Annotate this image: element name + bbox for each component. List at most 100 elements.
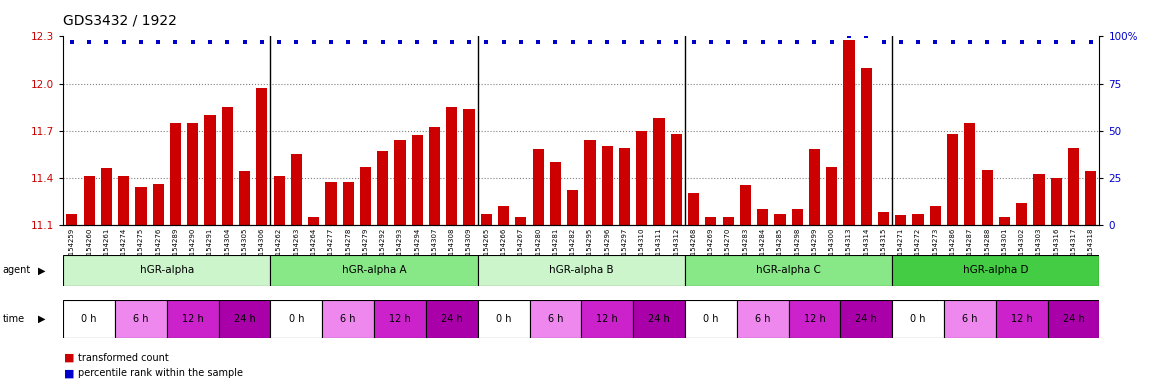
Bar xyxy=(101,168,112,225)
Bar xyxy=(325,182,337,225)
Bar xyxy=(308,217,320,225)
Text: 6 h: 6 h xyxy=(547,314,564,324)
Text: GDS3432 / 1922: GDS3432 / 1922 xyxy=(63,13,177,27)
Bar xyxy=(567,190,578,225)
Bar xyxy=(808,149,820,225)
Bar xyxy=(1086,171,1096,225)
Text: ■: ■ xyxy=(64,368,75,378)
Bar xyxy=(529,300,581,338)
Text: hGR-alpha: hGR-alpha xyxy=(140,265,194,275)
Bar xyxy=(550,162,561,225)
Bar xyxy=(167,300,218,338)
Bar xyxy=(739,185,751,225)
Bar xyxy=(670,134,682,225)
Bar xyxy=(477,300,529,338)
Bar xyxy=(999,217,1010,225)
Bar xyxy=(463,109,475,225)
Bar xyxy=(912,214,923,225)
Bar xyxy=(239,171,251,225)
Bar xyxy=(63,255,270,286)
Bar xyxy=(860,68,872,225)
Bar xyxy=(170,123,181,225)
Bar xyxy=(322,300,374,338)
Text: 12 h: 12 h xyxy=(1011,314,1033,324)
Bar xyxy=(722,217,734,225)
Bar xyxy=(653,118,665,225)
Text: 0 h: 0 h xyxy=(703,314,719,324)
Bar xyxy=(67,214,77,225)
Text: ▶: ▶ xyxy=(38,265,46,275)
Text: 6 h: 6 h xyxy=(963,314,978,324)
Bar xyxy=(446,107,458,225)
Bar xyxy=(826,167,837,225)
Text: 0 h: 0 h xyxy=(496,314,512,324)
Bar xyxy=(118,176,129,225)
Bar xyxy=(515,217,527,225)
Text: hGR-alpha B: hGR-alpha B xyxy=(549,265,614,275)
Bar xyxy=(374,300,426,338)
Bar xyxy=(791,209,803,225)
Bar xyxy=(892,300,944,338)
Bar xyxy=(343,182,354,225)
Bar xyxy=(619,148,630,225)
Text: 12 h: 12 h xyxy=(804,314,826,324)
Bar xyxy=(532,149,544,225)
Bar xyxy=(789,300,841,338)
Bar xyxy=(964,123,975,225)
Bar xyxy=(895,215,906,225)
Bar xyxy=(996,300,1048,338)
Bar xyxy=(685,300,737,338)
Text: 24 h: 24 h xyxy=(856,314,877,324)
Bar xyxy=(426,300,477,338)
Text: hGR-alpha A: hGR-alpha A xyxy=(342,265,406,275)
Text: 0 h: 0 h xyxy=(911,314,926,324)
Text: 24 h: 24 h xyxy=(440,314,462,324)
Bar xyxy=(774,214,785,225)
Bar xyxy=(153,184,163,225)
Bar xyxy=(205,115,216,225)
Bar xyxy=(498,206,509,225)
Text: hGR-alpha C: hGR-alpha C xyxy=(756,265,821,275)
Bar xyxy=(944,300,996,338)
Bar xyxy=(1068,148,1079,225)
Text: ▶: ▶ xyxy=(38,314,46,324)
Bar xyxy=(581,300,634,338)
Text: ■: ■ xyxy=(64,353,75,363)
Bar xyxy=(187,123,199,225)
Bar xyxy=(360,167,371,225)
Bar xyxy=(481,214,492,225)
Text: 12 h: 12 h xyxy=(389,314,411,324)
Bar xyxy=(477,255,685,286)
Bar xyxy=(429,127,440,225)
Text: 24 h: 24 h xyxy=(1063,314,1084,324)
Text: 12 h: 12 h xyxy=(182,314,204,324)
Bar xyxy=(270,300,322,338)
Text: transformed count: transformed count xyxy=(78,353,169,363)
Bar xyxy=(377,151,389,225)
Text: hGR-alpha D: hGR-alpha D xyxy=(963,265,1028,275)
Text: 12 h: 12 h xyxy=(597,314,618,324)
Text: 6 h: 6 h xyxy=(754,314,770,324)
Bar xyxy=(634,300,685,338)
Bar xyxy=(270,255,477,286)
Bar xyxy=(705,217,716,225)
Bar xyxy=(877,212,889,225)
Bar xyxy=(982,170,992,225)
Bar xyxy=(737,300,789,338)
Bar xyxy=(601,146,613,225)
Bar xyxy=(843,40,854,225)
Bar xyxy=(757,209,768,225)
Text: percentile rank within the sample: percentile rank within the sample xyxy=(78,368,243,378)
Bar xyxy=(1048,300,1099,338)
Bar xyxy=(688,193,699,225)
Bar xyxy=(222,107,233,225)
Text: 0 h: 0 h xyxy=(289,314,304,324)
Bar xyxy=(636,131,647,225)
Bar xyxy=(1017,203,1027,225)
Bar xyxy=(685,255,892,286)
Bar xyxy=(218,300,270,338)
Text: 0 h: 0 h xyxy=(82,314,97,324)
Bar xyxy=(946,134,958,225)
Text: 24 h: 24 h xyxy=(649,314,670,324)
Bar xyxy=(584,140,596,225)
